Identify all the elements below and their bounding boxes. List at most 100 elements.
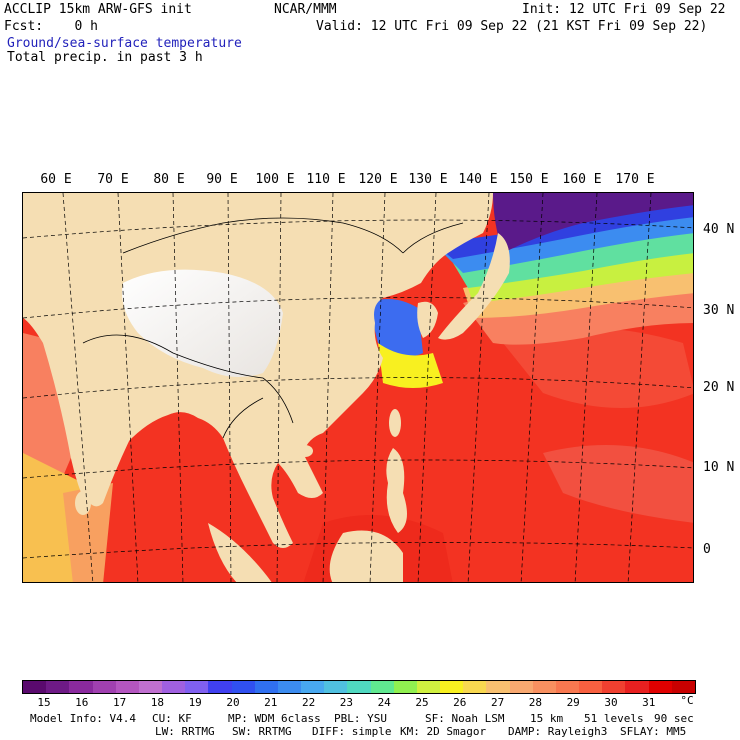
- philippines: [386, 448, 407, 533]
- colorbar-tick: 28: [528, 696, 543, 709]
- east-china-sea: [378, 343, 443, 388]
- lat-label: 20 N: [703, 380, 735, 395]
- japan: [438, 233, 510, 340]
- colorbar-tick: 17: [112, 696, 127, 709]
- korea: [417, 301, 438, 338]
- colorbar-swatch: [115, 681, 139, 693]
- lon-label: 90 E: [206, 172, 238, 187]
- colorbar-unit: °C: [680, 694, 694, 707]
- colorbar-swatch: [671, 681, 695, 693]
- model-info-1h: 90 sec: [654, 712, 694, 725]
- colorbar-swatch: [208, 681, 232, 693]
- colorbar-tick: 25: [415, 696, 429, 709]
- model-title: ACCLIP 15km ARW-GFS init: [4, 2, 192, 17]
- model-info-1g: 51 levels: [584, 712, 644, 725]
- colorbar-swatch: [532, 681, 556, 693]
- colorbar-tick: 27: [490, 696, 505, 709]
- tibetan-plateau: [122, 269, 283, 377]
- colorbar-tick: 16: [75, 696, 89, 709]
- model-info-1b: CU: KF: [152, 712, 192, 725]
- map-svg: [23, 193, 693, 582]
- institution: NCAR/MMM: [274, 2, 337, 17]
- model-info-1f: 15 km: [530, 712, 564, 725]
- colorbar-swatch: [138, 681, 163, 693]
- colorbar-swatch: [416, 681, 441, 693]
- lon-label: 160 E: [562, 172, 602, 187]
- ocean-patch: [503, 328, 693, 408]
- model-info-2a: LW: RRTMG: [155, 725, 215, 738]
- colorbar-swatch: [602, 681, 626, 693]
- country-borders: [82, 217, 464, 439]
- model-info-2c: DIFF: simple: [312, 725, 392, 738]
- yellow-sea: [368, 299, 423, 357]
- colorbar-tick: 18: [150, 696, 165, 709]
- colorbar-tick: 24: [377, 696, 391, 709]
- init-time: Init: 12 UTC Fri 09 Sep 22: [522, 2, 726, 17]
- colorbar-swatch: [393, 681, 417, 693]
- colorbar-swatch: [625, 681, 649, 693]
- colorbar-swatch: [555, 681, 580, 693]
- lon-label: 100 E: [255, 172, 295, 187]
- lon-label: 150 E: [509, 172, 549, 187]
- colorbar-swatch: [648, 681, 672, 693]
- colorbar-tick: 29: [566, 696, 580, 709]
- colorbar-swatch: [185, 681, 209, 693]
- model-info-2f: SFLAY: MM5: [620, 725, 687, 738]
- colorbar-swatch: [92, 681, 116, 693]
- model-info-2b: SW: RRTMG: [232, 725, 292, 738]
- colorbar-tick: 30: [604, 696, 618, 709]
- valid-time: Valid: 12 UTC Fri 09 Sep 22 (21 KST Fri …: [316, 19, 708, 34]
- forecast-hour: Fcst: 0 h: [4, 19, 98, 34]
- colorbar-swatch: [23, 681, 47, 693]
- colorbar-swatch: [509, 681, 533, 693]
- colorbar-tick: 23: [339, 696, 354, 709]
- colorbar-tick: 31: [642, 696, 656, 709]
- colorbar-tick: 26: [453, 696, 467, 709]
- colorbar-tick: 19: [188, 696, 202, 709]
- model-info-2e: DAMP: Rayleigh3: [508, 725, 608, 738]
- model-info-1d: PBL: YSU: [334, 712, 387, 725]
- colorbar-tick: 22: [301, 696, 316, 709]
- colorbar-tick: 15: [37, 696, 51, 709]
- indian-ocean-mid: [63, 483, 113, 582]
- field-precip-label: Total precip. in past 3 h: [7, 50, 203, 65]
- colorbar-swatch: [69, 681, 93, 693]
- lon-label: 70 E: [97, 172, 129, 187]
- colorbar-swatch: [46, 681, 70, 693]
- hainan: [297, 445, 313, 457]
- lon-label: 140 E: [458, 172, 498, 187]
- lat-label: 30 N: [703, 303, 735, 318]
- model-info-1a: Model Info: V4.4: [30, 712, 136, 725]
- sri-lanka: [75, 491, 91, 515]
- colorbar-swatch: [301, 681, 325, 693]
- field-sst-label: Ground/sea-surface temperature: [7, 36, 242, 51]
- ocean-cold: [493, 193, 693, 253]
- lon-label: 110 E: [306, 172, 346, 187]
- colorbar-swatch: [324, 681, 348, 693]
- colorbar-swatch: [162, 681, 186, 693]
- model-info-1e: SF: Noah LSM: [425, 712, 505, 725]
- sumatra: [208, 523, 272, 582]
- colorbar-swatch: [370, 681, 394, 693]
- lon-label: 80 E: [153, 172, 185, 187]
- india-land: [43, 343, 173, 507]
- ocean-patch: [543, 445, 693, 523]
- lon-label: 120 E: [358, 172, 398, 187]
- taiwan: [389, 409, 401, 437]
- lat-label: 0: [703, 542, 711, 557]
- lon-label: 60 E: [40, 172, 72, 187]
- graticule: [23, 193, 693, 582]
- colorbar: [22, 680, 696, 694]
- colorbar-tick: 20: [226, 696, 240, 709]
- colorbar-swatch: [440, 681, 464, 693]
- lon-label: 170 E: [615, 172, 655, 187]
- lat-label: 40 N: [703, 222, 735, 237]
- colorbar-swatch: [277, 681, 302, 693]
- sst-map: [22, 192, 694, 583]
- colorbar-swatch: [579, 681, 603, 693]
- lon-label: 130 E: [408, 172, 448, 187]
- colorbar-swatch: [463, 681, 487, 693]
- lat-label: 10 N: [703, 460, 735, 475]
- model-info-2d: KM: 2D Smagor: [400, 725, 487, 738]
- colorbar-swatch: [486, 681, 510, 693]
